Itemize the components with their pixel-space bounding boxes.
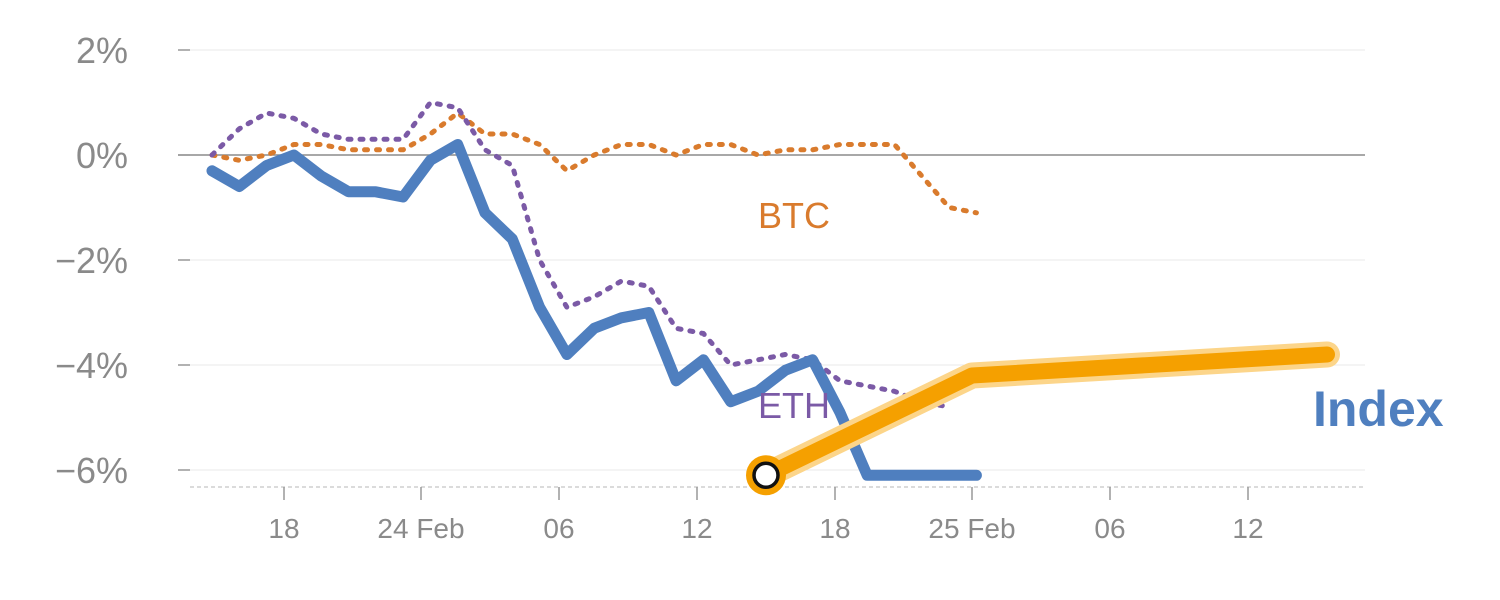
x-tick-label: 06 [543,513,574,544]
y-tick-label: −4% [55,345,128,386]
series-labels: BTC ETH Index [758,195,1444,437]
x-tick-label: 18 [819,513,850,544]
y-axis: 2% 0% −2% −4% −6% [55,30,190,491]
x-tick-label: 06 [1094,513,1125,544]
markers [746,455,786,496]
series-line-btc [209,110,979,216]
series-line-index-projection [758,346,1335,484]
y-tick-label: −6% [55,450,128,491]
x-tick-label: 24 Feb [377,513,464,544]
y-tick-label: 0% [76,135,128,176]
x-tick-label: 12 [681,513,712,544]
x-axis: 18 24 Feb 06 12 18 25 Feb 06 12 [268,487,1264,544]
x-tick-label: 25 Feb [928,513,1015,544]
series-line-eth [209,100,952,410]
x-tick-label: 12 [1232,513,1263,544]
x-tick-label: 18 [268,513,299,544]
series-label-btc: BTC [758,195,830,236]
current-point-marker [752,461,780,489]
series [206,100,1340,489]
series-label-index: Index [1313,381,1444,437]
y-tick-label: 2% [76,30,128,71]
series-label-eth: ETH [758,385,830,426]
y-tick-label: −2% [55,240,128,281]
